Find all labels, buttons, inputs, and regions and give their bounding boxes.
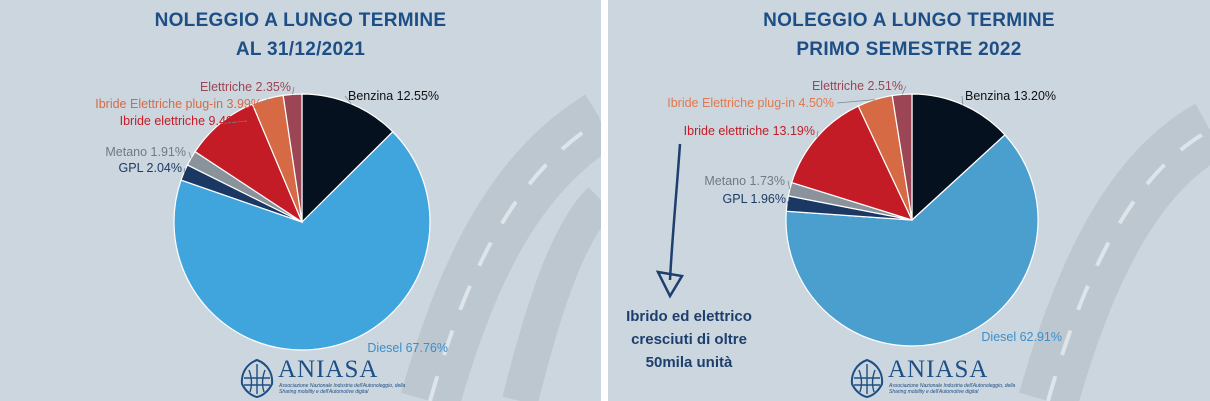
- title-line-1: NOLEGGIO A LUNGO TERMINE: [154, 10, 447, 31]
- road-background: [1019, 103, 1210, 401]
- growth-callout: Ibrido ed elettrico cresciuti di oltre 5…: [614, 305, 764, 374]
- slice-label-ibride-elettriche: Ibride elettriche 9.40%: [120, 114, 244, 128]
- slice-label-ibride-elettriche: Ibride elettriche 13.19%: [684, 124, 815, 138]
- leader-line: [264, 98, 268, 105]
- title-line-2: PRIMO SEMESTRE 2022: [796, 39, 1022, 60]
- leader-line: [344, 95, 352, 105]
- aniasa-logo: ANIASA Associazione Nazionale Industria …: [238, 356, 408, 400]
- leader-line: [836, 99, 875, 104]
- leader-line: [786, 198, 790, 204]
- chart-panel-2021: NOLEGGIO A LUNGO TERMINE AL 31/12/2021 B…: [0, 0, 601, 401]
- slice-label-ibride-elettriche-plug-in: Ibride Elettriche plug-in 4.50%: [667, 96, 834, 110]
- callout-line-3: 50mila unità: [645, 354, 733, 371]
- title-line-1: NOLEGGIO A LUNGO TERMINE: [763, 10, 1055, 31]
- aniasa-emblem-icon: [240, 358, 274, 398]
- callout-line-1: Ibrido ed elettrico: [626, 308, 752, 325]
- pie-chart: Benzina 12.55% Diesel 67.76% GPL 2.04% Meta…: [95, 80, 448, 355]
- leader-line: [220, 120, 248, 124]
- leader-line: [961, 95, 964, 105]
- slice-label-diesel: Diesel 67.76%: [367, 341, 448, 355]
- pie-slice-diesel: [173, 130, 431, 351]
- pie-chart: Benzina 13.20% Diesel 62.91% GPL 1.96% Meta…: [667, 79, 1062, 347]
- slice-label-benzina: Benzina 12.55%: [348, 89, 439, 103]
- slice-label-elettriche: Elettriche 2.51%: [812, 79, 903, 93]
- down-arrow-icon: [655, 143, 685, 299]
- chart-title: NOLEGGIO A LUNGO TERMINE AL 31/12/2021: [0, 6, 601, 64]
- leader-line: [787, 180, 791, 190]
- slice-label-metano: Metano 1.91%: [105, 145, 186, 159]
- slice-label-elettriche: Elettriche 2.35%: [200, 80, 291, 94]
- slice-label-benzina: Benzina 13.20%: [965, 89, 1056, 103]
- slice-label-ibride-elettriche-plug-in: Ibride Elettriche plug-in 3.99%: [95, 97, 262, 111]
- aniasa-logo: ANIASA Associazione Nazionale Industria …: [848, 356, 1018, 400]
- logo-wordmark: ANIASA: [888, 356, 989, 383]
- slice-label-gpl: GPL 1.96%: [723, 192, 786, 206]
- leader-line: [292, 86, 295, 95]
- logo-subtitle: Associazione Nazionale Industria dell'Au…: [279, 383, 406, 395]
- logo-subtitle: Associazione Nazionale Industria dell'Au…: [889, 383, 1016, 395]
- logo-wordmark: ANIASA: [278, 356, 379, 383]
- pie-slice-diesel: [785, 134, 1039, 347]
- slice-label-gpl: GPL 2.04%: [119, 161, 182, 175]
- title-line-2: AL 31/12/2021: [235, 39, 366, 60]
- leader-line: [901, 85, 907, 95]
- pie-slice-benzina: [301, 93, 394, 224]
- chart-title: NOLEGGIO A LUNGO TERMINE PRIMO SEMESTRE …: [608, 6, 1210, 64]
- road-background: [401, 94, 601, 401]
- slice-label-metano: Metano 1.73%: [704, 174, 785, 188]
- leader-line: [183, 167, 186, 173]
- leader-line: [816, 130, 819, 138]
- chart-panel-2022: NOLEGGIO A LUNGO TERMINE PRIMO SEMESTRE …: [608, 0, 1210, 401]
- callout-line-2: cresciuti di oltre: [631, 331, 747, 348]
- leader-line: [188, 151, 192, 159]
- pie-slice-elettriche: [891, 93, 913, 221]
- slice-label-diesel: Diesel 62.91%: [981, 330, 1062, 344]
- aniasa-emblem-icon: [850, 358, 884, 398]
- pie-slice-elettriche: [282, 93, 303, 223]
